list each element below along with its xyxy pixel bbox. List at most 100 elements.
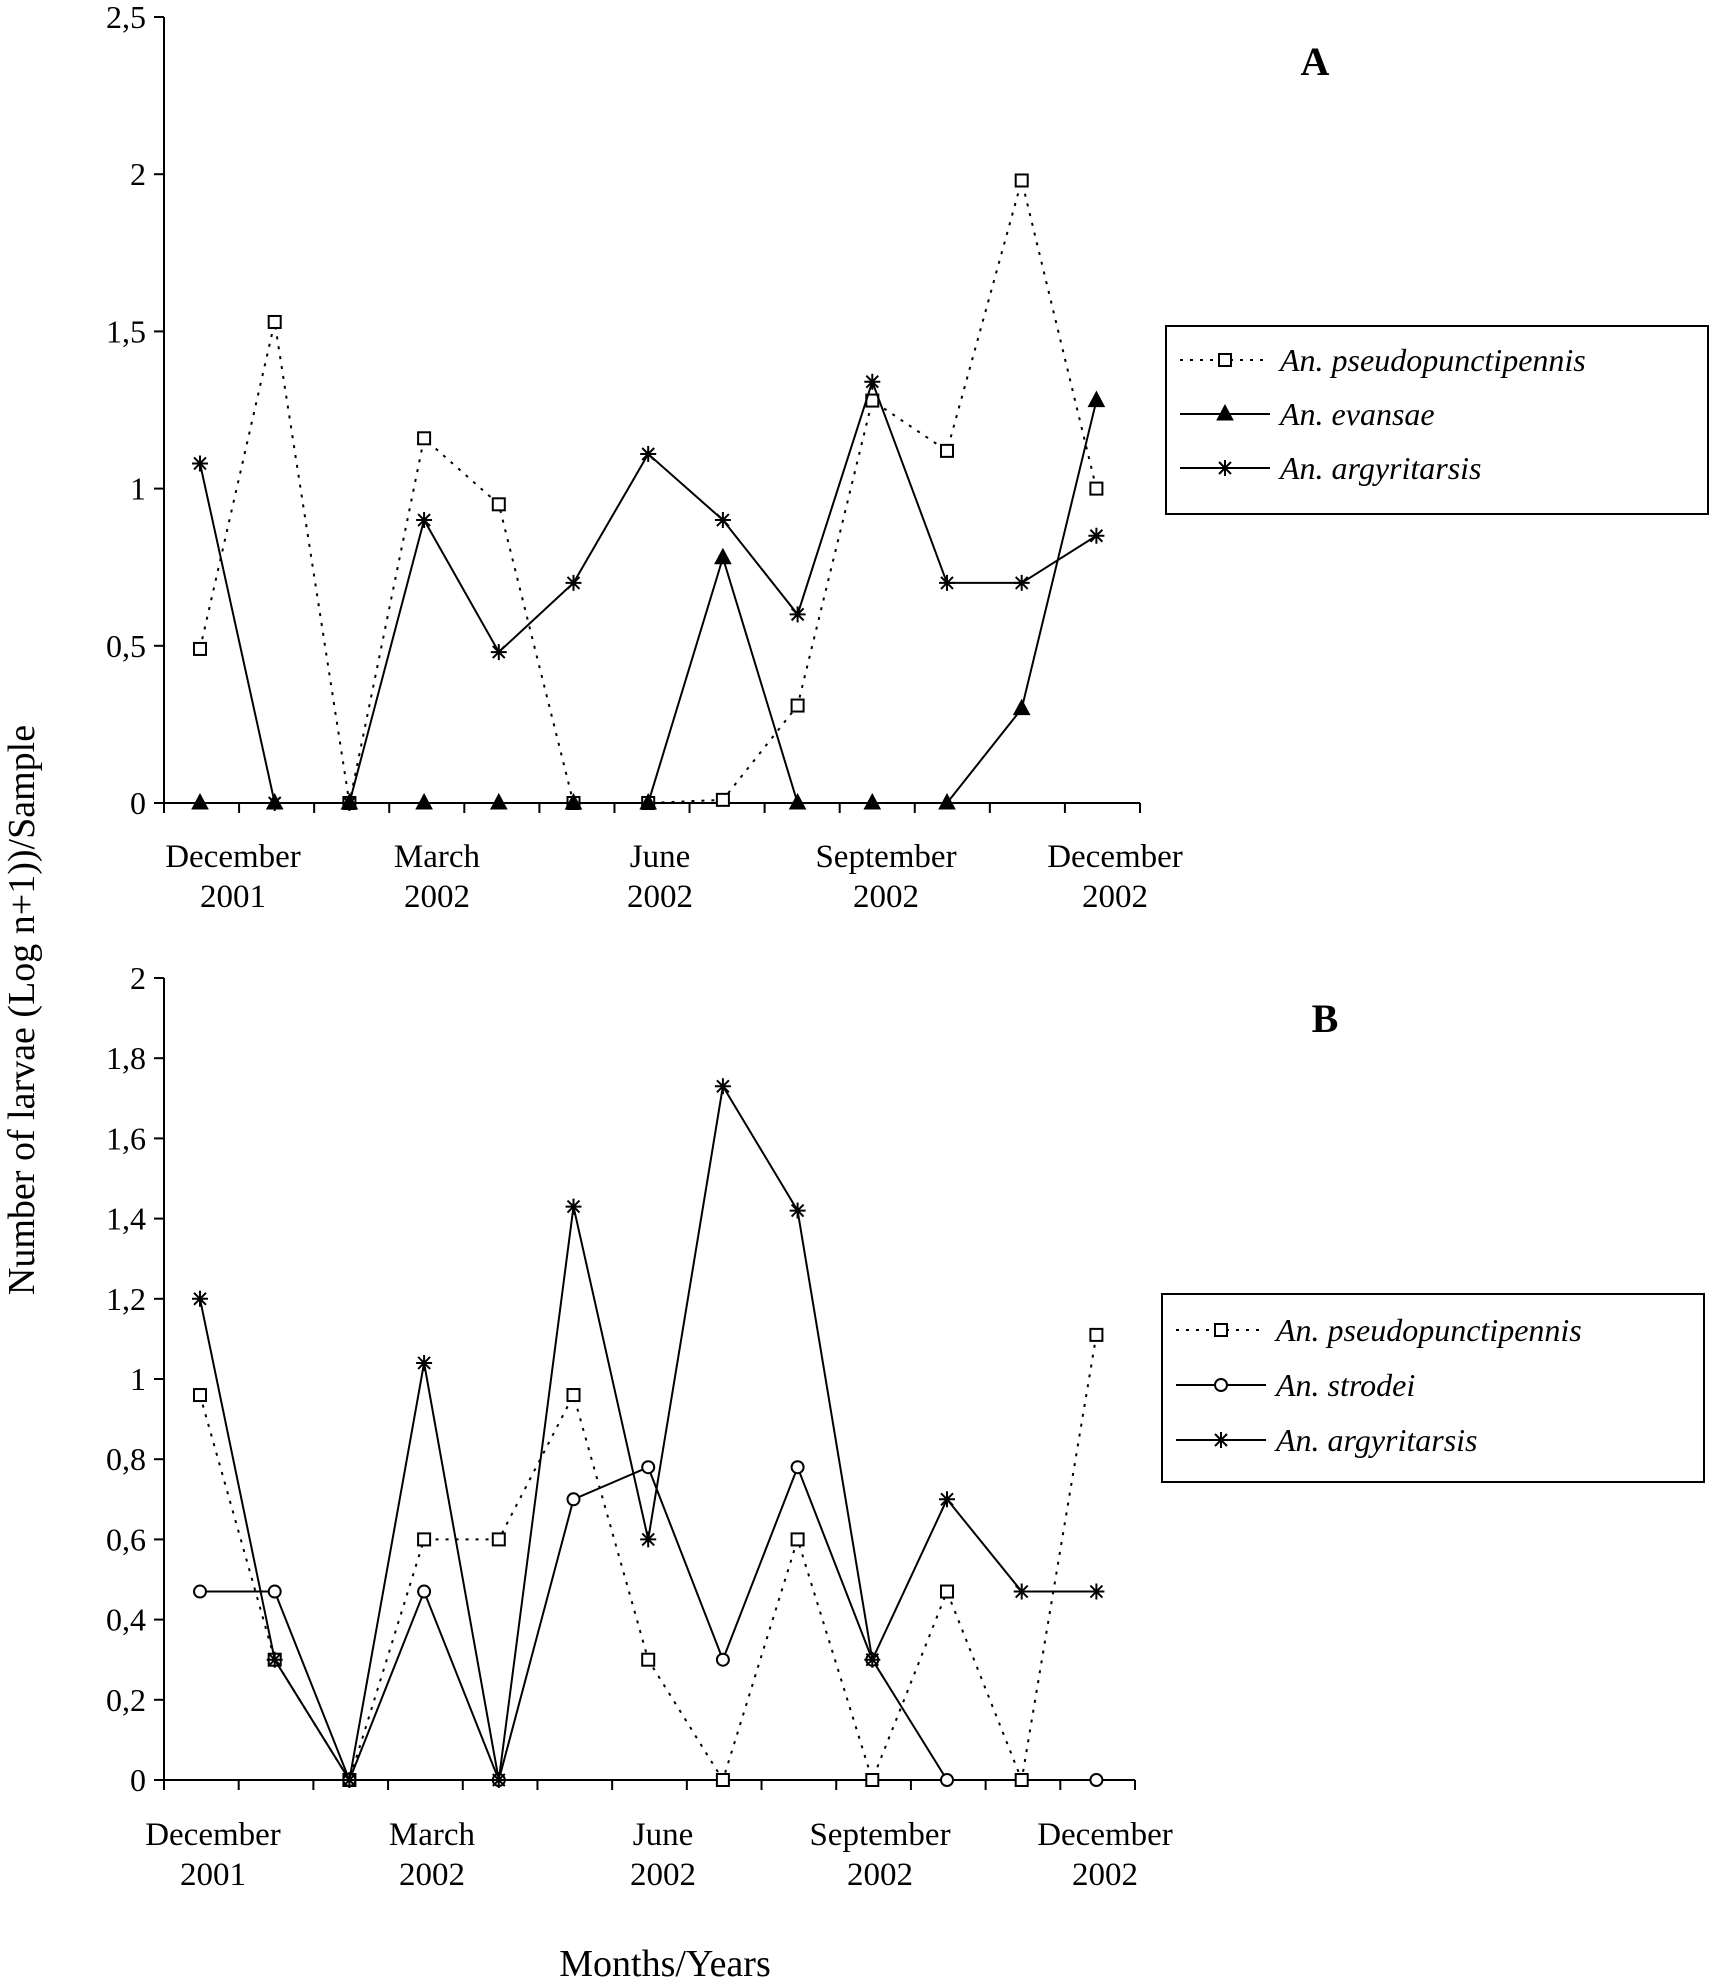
x-month-label: December — [145, 1817, 281, 1853]
data-point — [417, 431, 432, 446]
data-point — [415, 792, 433, 810]
panel-letter: B — [1312, 996, 1339, 1041]
data-point — [864, 373, 881, 390]
x-year-label: 2002 — [404, 879, 470, 915]
y-tick-label: 2,5 — [106, 0, 146, 35]
data-point — [566, 1388, 581, 1403]
data-point — [193, 1388, 207, 1403]
data-point — [566, 1492, 581, 1507]
x-month-label: March — [394, 839, 481, 875]
data-point — [790, 1460, 805, 1475]
x-year-label: 2002 — [1082, 879, 1148, 915]
x-year-label: 2002 — [630, 1857, 696, 1893]
data-point — [641, 1460, 656, 1475]
y-tick-label: 0,8 — [106, 1441, 146, 1477]
legend-box — [1165, 325, 1709, 515]
chart-panel-b: 0 0,2 0,4 0,6 0,8 1 1,2 1,4 1,6 1,8 2 December 2001 M… — [106, 960, 1705, 1893]
series-line — [199, 1334, 1098, 1784]
x-month-label: September — [815, 839, 956, 875]
data-point — [416, 512, 433, 529]
legend-box — [1161, 1293, 1705, 1483]
data-point — [714, 1078, 731, 1095]
y-tick-label: 1,6 — [106, 1120, 146, 1156]
legend-marker — [1214, 1323, 1228, 1337]
data-point — [1014, 1773, 1029, 1787]
x-year-label: 2002 — [853, 879, 919, 915]
y-tick-label: 2 — [130, 960, 146, 996]
y-tick-label: 2 — [130, 156, 146, 192]
data-point — [939, 1491, 955, 1508]
legend-label: An. evansae — [1278, 396, 1435, 432]
data-point — [490, 644, 507, 661]
y-tick-label: 1 — [130, 471, 146, 507]
data-point — [715, 1652, 730, 1667]
data-point — [1088, 1583, 1105, 1600]
x-month-label: December — [1047, 839, 1183, 875]
data-point — [641, 1652, 656, 1667]
data-point — [1014, 173, 1029, 188]
x-year-label: 2001 — [200, 879, 266, 915]
series-triangle — [191, 390, 1106, 810]
legend-marker — [1214, 1378, 1228, 1392]
data-point — [790, 698, 805, 713]
x-month-label: June — [630, 839, 691, 875]
data-point — [417, 1532, 432, 1547]
legend-label: An. pseudopunctipennis — [1278, 342, 1586, 378]
legend-marker — [1213, 1432, 1229, 1448]
data-point — [789, 606, 806, 623]
x-month-label: December — [1037, 1817, 1173, 1853]
data-point — [1087, 390, 1106, 408]
data-point — [1012, 698, 1031, 716]
data-point — [640, 1531, 657, 1548]
y-tick-label: 1,2 — [106, 1281, 146, 1317]
data-point — [565, 574, 582, 591]
x-axis-title: Months/Years — [559, 1943, 771, 1985]
series-asterisk — [192, 1078, 1105, 1788]
y-tick-label: 1 — [130, 1361, 146, 1397]
x-year-label: 2002 — [1072, 1857, 1138, 1893]
data-point — [341, 1772, 358, 1788]
legend: An. pseudopunctipennis An. strodei An. arg… — [1161, 1293, 1705, 1483]
series-line — [199, 378, 1097, 804]
data-point — [940, 443, 954, 458]
data-point — [1089, 1773, 1104, 1787]
data-point — [491, 497, 506, 512]
x-month-label: June — [633, 1817, 694, 1853]
legend-marker — [1217, 460, 1233, 476]
x-year-label: 2001 — [180, 1857, 246, 1893]
data-point — [714, 547, 732, 565]
data-point — [564, 792, 583, 810]
y-tick-label: 1,4 — [106, 1201, 146, 1237]
data-point — [715, 792, 730, 807]
data-point — [939, 574, 955, 591]
series-asterisk — [192, 373, 1105, 811]
y-tick-label: 1,8 — [106, 1040, 146, 1076]
data-point — [341, 795, 358, 811]
data-point — [193, 1584, 207, 1599]
legend-marker — [1218, 353, 1232, 367]
x-month-label: September — [809, 1817, 950, 1853]
y-tick-label: 1,5 — [106, 313, 146, 349]
data-point — [267, 1584, 282, 1599]
y-tick-label: 0 — [130, 785, 146, 821]
series-square — [193, 1327, 1104, 1787]
y-tick-label: 0,2 — [106, 1682, 146, 1718]
legend: An. pseudopunctipennis An. evansae An. arg… — [1165, 325, 1709, 515]
y-axis-title: Number of larvae (Log n+1))/Sample — [1, 725, 43, 1295]
series-line — [200, 1464, 948, 1784]
data-point — [1013, 1583, 1030, 1600]
data-point — [490, 1772, 507, 1788]
data-point — [715, 1773, 730, 1787]
data-point — [714, 512, 731, 529]
x-month-label: December — [165, 839, 301, 875]
legend-label: An. argyritarsis — [1278, 450, 1482, 486]
series-circle — [193, 1460, 1104, 1787]
chart-panel-a: 0 0,5 1 1,5 2 2,5 December 2001 March 2002 June 200… — [106, 0, 1709, 915]
data-point — [565, 1198, 582, 1215]
y-tick-label: 0,4 — [106, 1602, 146, 1638]
legend-label: An. strodei — [1274, 1367, 1415, 1403]
data-point — [1088, 527, 1105, 544]
data-point — [790, 1532, 805, 1547]
x-year-label: 2002 — [399, 1857, 465, 1893]
